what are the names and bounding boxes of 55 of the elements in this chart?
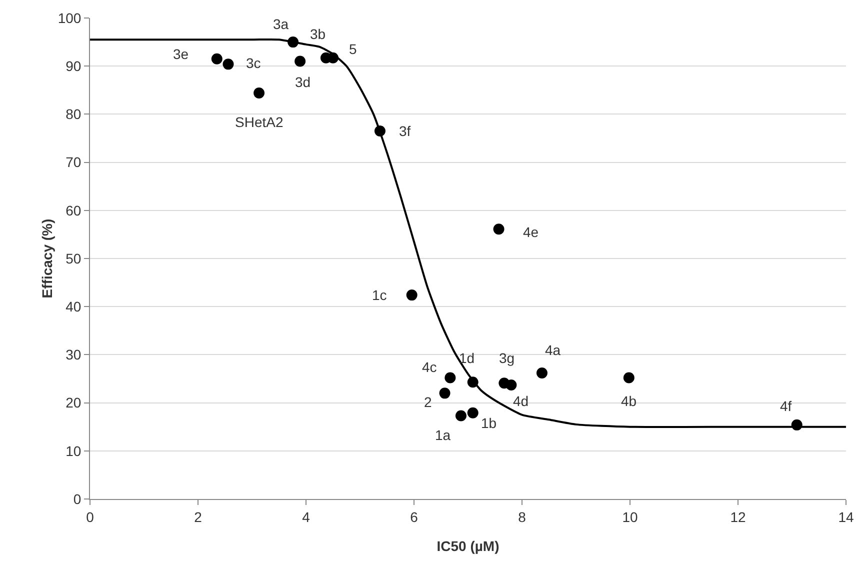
x-tick-label: 8 [518, 508, 526, 525]
y-tick-label: 40 [66, 298, 82, 314]
y-axis-title: Efficacy (%) [39, 218, 55, 298]
point [506, 380, 517, 390]
point [222, 58, 234, 70]
y-tick-label: 50 [66, 250, 82, 266]
annotation: 3b [310, 26, 326, 42]
annotation: 5 [349, 41, 357, 57]
annotation: 1c [372, 287, 387, 303]
y-tick-label: 90 [66, 58, 82, 74]
annotation: 3f [399, 123, 411, 139]
y-tick-label: 70 [66, 154, 82, 170]
point [406, 290, 418, 301]
x-tick-label: 14 [838, 508, 854, 525]
annotation: 4e [523, 224, 539, 240]
annotation: 4f [780, 398, 792, 414]
point [439, 388, 450, 399]
annotation: 2 [424, 394, 432, 410]
x-axis-title: IC50 (µM) [436, 538, 500, 554]
annotation: 4b [621, 393, 637, 409]
y-tick-label: 30 [66, 346, 82, 363]
x-tick-label: 0 [86, 508, 94, 525]
y-tick-label: 20 [66, 394, 82, 411]
annotation: 3a [273, 16, 289, 32]
line-series [90, 38, 846, 428]
x-tick-label: 4 [302, 508, 310, 525]
y-tick-label: 100 [58, 10, 82, 26]
annotation: 3c [246, 55, 261, 71]
point [444, 372, 456, 384]
point [623, 372, 634, 384]
annotation: 4d [513, 393, 529, 409]
x-tick-label: 10 [622, 508, 638, 525]
annotation: 1b [481, 415, 497, 431]
point [211, 53, 222, 64]
annotation: SHetA2 [235, 114, 284, 130]
point [254, 88, 265, 99]
y-tick-label: 60 [66, 202, 82, 218]
x-tick-label: 6 [410, 508, 418, 525]
point [294, 56, 306, 67]
x-tick-label: 12 [730, 508, 746, 525]
annotation: 4c [422, 359, 437, 375]
point [467, 407, 478, 418]
annotation: 3d [295, 74, 311, 90]
point [493, 224, 504, 235]
y-tick-label: 10 [66, 442, 82, 459]
annotation: 3e [173, 46, 189, 62]
point [455, 410, 466, 422]
annotation: 1d [459, 350, 475, 366]
annotation: 4a [545, 342, 561, 358]
annotation: 3g [499, 350, 515, 366]
x-tick-label: 2 [194, 508, 202, 525]
y-tick-label: 0 [73, 490, 82, 507]
y-tick-label: 80 [66, 106, 82, 122]
point [536, 367, 548, 378]
annotation: 1a [435, 427, 451, 443]
